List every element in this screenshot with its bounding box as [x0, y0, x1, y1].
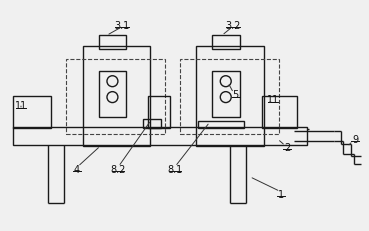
- Bar: [198, 122, 244, 128]
- Bar: [83, 47, 150, 146]
- Text: 11: 11: [267, 95, 280, 105]
- Text: 4: 4: [73, 164, 80, 174]
- Text: 3.2: 3.2: [225, 21, 240, 30]
- Bar: [13, 127, 307, 145]
- Bar: [212, 72, 240, 118]
- Bar: [180, 60, 279, 134]
- Bar: [13, 97, 51, 128]
- Bar: [99, 72, 126, 118]
- Text: 3.1: 3.1: [115, 21, 130, 30]
- Bar: [212, 36, 240, 50]
- Text: 9: 9: [352, 134, 358, 144]
- Bar: [196, 47, 263, 146]
- Bar: [66, 60, 165, 134]
- Text: 8.2: 8.2: [111, 164, 126, 174]
- Text: 5: 5: [232, 90, 239, 100]
- Bar: [99, 36, 126, 50]
- Bar: [143, 119, 161, 128]
- Bar: [262, 97, 297, 128]
- Text: 2: 2: [284, 142, 290, 152]
- Text: 1: 1: [278, 189, 284, 199]
- Text: 8.1: 8.1: [168, 164, 183, 174]
- Bar: [148, 97, 170, 128]
- Text: 11: 11: [15, 101, 27, 111]
